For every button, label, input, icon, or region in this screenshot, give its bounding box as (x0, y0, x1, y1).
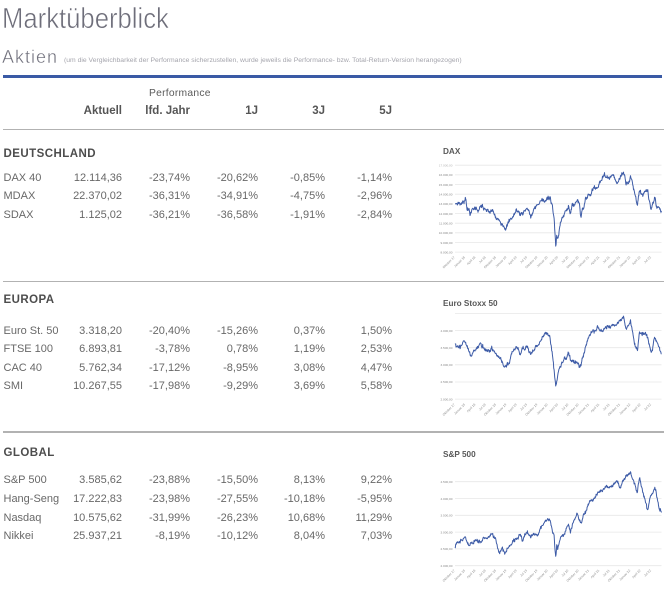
svg-text:Jul 20: Jul 20 (560, 403, 569, 412)
svg-text:Jul 21: Jul 21 (602, 255, 611, 264)
svg-text:Januar 20: Januar 20 (536, 403, 549, 416)
svg-text:Jul 20: Jul 20 (560, 255, 569, 264)
svg-text:Jul 22: Jul 22 (643, 403, 652, 412)
svg-text:16.000,00: 16.000,00 (439, 173, 453, 177)
svg-text:Januar 21: Januar 21 (577, 255, 590, 268)
svg-text:9.000,00: 9.000,00 (440, 241, 452, 245)
svg-text:April 19: April 19 (507, 403, 518, 414)
svg-text:Jul 19: Jul 19 (519, 403, 528, 412)
svg-text:17.000,00: 17.000,00 (439, 163, 453, 167)
svg-text:14.000,00: 14.000,00 (439, 193, 453, 197)
svg-text:4.000,00: 4.000,00 (440, 329, 452, 333)
svg-text:Jul 21: Jul 21 (602, 403, 611, 412)
svg-text:Januar 18: Januar 18 (453, 255, 466, 268)
svg-text:12.000,00: 12.000,00 (439, 212, 453, 216)
svg-text:Jul 19: Jul 19 (519, 255, 528, 264)
svg-text:Januar 19: Januar 19 (494, 403, 507, 416)
svg-text:April 21: April 21 (590, 403, 601, 414)
svg-text:April 18: April 18 (466, 255, 477, 266)
svg-text:10.000,00: 10.000,00 (439, 231, 453, 235)
svg-text:13.000,00: 13.000,00 (439, 202, 453, 206)
svg-text:Jul 20: Jul 20 (560, 569, 569, 578)
svg-text:2.000,00: 2.000,00 (440, 564, 452, 568)
svg-text:April 21: April 21 (590, 255, 601, 266)
svg-text:Jul 22: Jul 22 (643, 255, 652, 264)
svg-text:April 20: April 20 (548, 403, 559, 414)
svg-text:Jul 18: Jul 18 (478, 403, 487, 412)
svg-text:April 18: April 18 (466, 403, 477, 414)
svg-text:Jul 18: Jul 18 (478, 569, 487, 578)
svg-text:Januar 18: Januar 18 (453, 569, 466, 582)
svg-text:Januar 19: Januar 19 (494, 569, 507, 582)
svg-text:3.000,00: 3.000,00 (440, 530, 452, 534)
svg-text:April 18: April 18 (466, 569, 477, 580)
svg-text:4.500,00: 4.500,00 (440, 480, 452, 484)
svg-text:11.000,00: 11.000,00 (439, 222, 453, 226)
svg-text:April 19: April 19 (507, 569, 518, 580)
svg-text:April 22: April 22 (631, 255, 642, 266)
svg-text:Januar 22: Januar 22 (618, 255, 631, 268)
svg-text:Januar 21: Januar 21 (577, 569, 590, 582)
svg-text:3.000,00: 3.000,00 (440, 363, 452, 367)
svg-text:Januar 20: Januar 20 (536, 255, 549, 268)
svg-text:2.500,00: 2.500,00 (440, 380, 452, 384)
svg-text:Jul 19: Jul 19 (519, 569, 528, 578)
svg-text:Januar 18: Januar 18 (453, 403, 466, 416)
svg-text:April 21: April 21 (590, 569, 601, 580)
svg-text:Jul 18: Jul 18 (478, 255, 487, 264)
svg-text:April 20: April 20 (548, 255, 559, 266)
svg-text:3.500,00: 3.500,00 (440, 514, 452, 518)
svg-text:Jul 22: Jul 22 (643, 569, 652, 578)
svg-text:Januar 20: Januar 20 (536, 569, 549, 582)
svg-text:4.000,00: 4.000,00 (440, 497, 452, 501)
svg-text:8.000,00: 8.000,00 (440, 250, 452, 254)
svg-text:2.000,00: 2.000,00 (440, 397, 452, 401)
svg-text:April 20: April 20 (548, 569, 559, 580)
svg-text:Januar 21: Januar 21 (577, 403, 590, 416)
svg-text:15.000,00: 15.000,00 (439, 183, 453, 187)
svg-text:3.500,00: 3.500,00 (440, 346, 452, 350)
svg-text:2.500,00: 2.500,00 (440, 547, 452, 551)
svg-text:Januar 19: Januar 19 (494, 255, 507, 268)
svg-text:April 22: April 22 (631, 569, 642, 580)
svg-text:Januar 22: Januar 22 (618, 403, 631, 416)
svg-text:Jul 21: Jul 21 (602, 569, 611, 578)
svg-text:Januar 22: Januar 22 (618, 569, 631, 582)
svg-text:April 22: April 22 (631, 403, 642, 414)
svg-text:April 19: April 19 (507, 255, 518, 266)
